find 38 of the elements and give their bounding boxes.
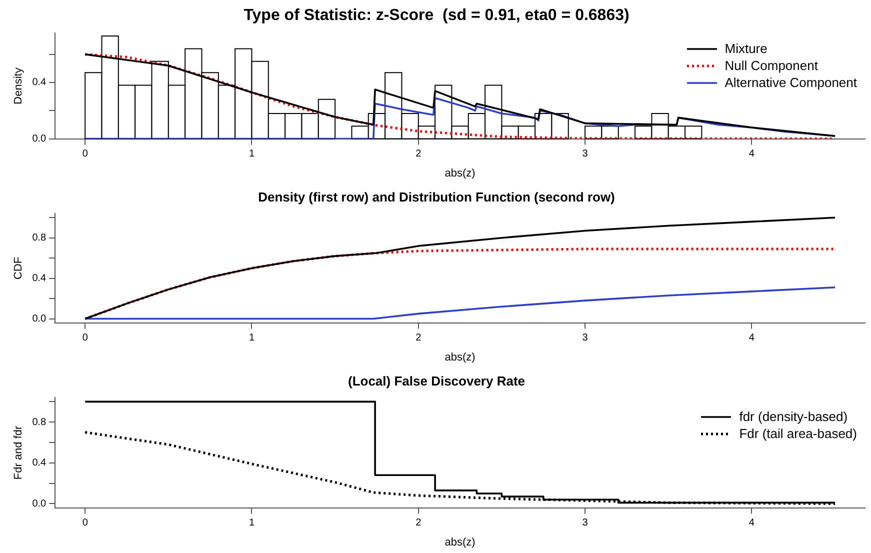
x-axis-title: abs(z) [444,351,476,364]
chart-title: (Local) False Discovery Rate [348,373,526,388]
y-tick-label: 0.8 [32,416,47,428]
chart-title: Type of Statistic: z-Score (sd = 0.91, eta0 = 0.6863) [244,7,630,24]
y-axis-title: CDF [12,256,25,280]
x-axis-title: abs(z) [444,167,476,180]
y-tick-label: 0.4 [32,273,47,284]
y-tick-label: 0.0 [32,134,47,145]
y-axis-title: Fdr and fdr [12,425,25,480]
x-tick-label: 4 [748,332,755,344]
chart-title: Density (first row) and Distribution Function (second row) [258,189,615,204]
legend-label: Mixture [724,40,768,57]
x-tick-label: 4 [748,148,755,160]
y-tick-label: 0.4 [32,77,47,88]
x-tick-label: 3 [582,332,588,344]
legend-label: Null Component [724,57,818,74]
x-tick-label: 0 [82,518,88,529]
x-tick-label: 2 [416,332,422,344]
y-tick-label: 0.8 [32,232,47,244]
y-tick-label: 0.0 [32,498,47,510]
x-tick-label: 4 [748,518,755,529]
x-tick-label: 3 [582,518,588,529]
x-tick-label: 2 [416,148,422,160]
y-axis-title: Density [12,67,25,104]
x-tick-label: 1 [248,518,255,529]
x-tick-label: 2 [416,518,422,529]
x-tick-label: 0 [82,332,88,344]
x-tick-label: 3 [582,148,588,160]
x-axis-title: abs(z) [444,536,476,548]
x-tick-label: 1 [248,332,255,344]
legend-label: Alternative Component [724,74,857,91]
legend-label: fdr (density-based) [739,408,848,425]
legend-label: Fdr (tail area-based) [739,425,857,442]
line-series [84,248,836,320]
y-tick-label: 0.4 [32,458,47,469]
y-tick-label: 0.0 [32,314,47,325]
x-tick-label: 0 [82,148,88,160]
x-tick-label: 1 [248,148,255,160]
